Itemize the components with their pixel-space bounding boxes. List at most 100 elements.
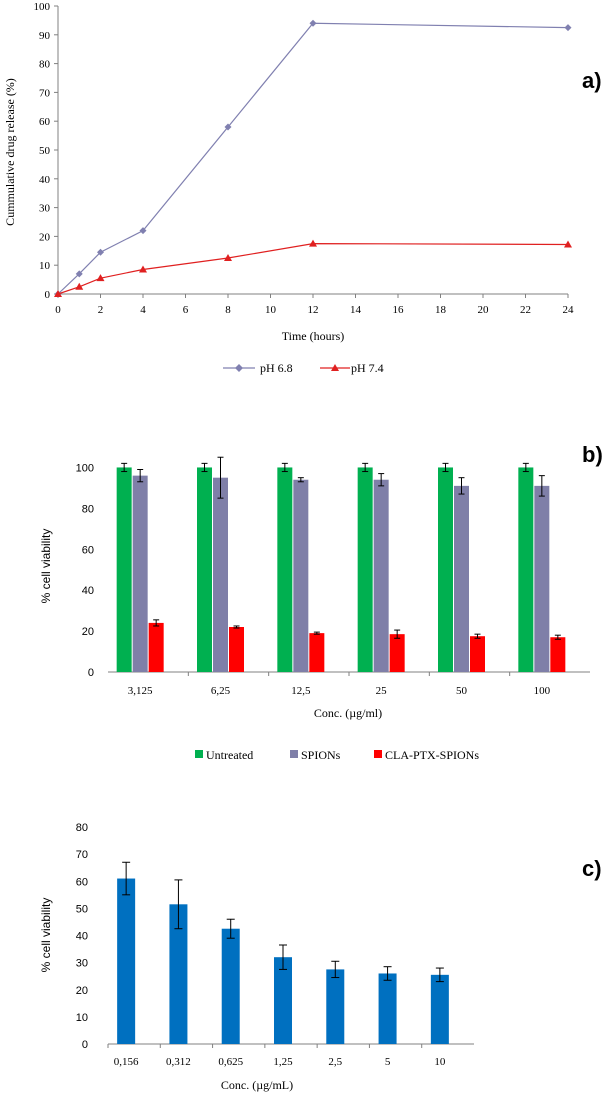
panel-b-x-axis-label: Conc. (µg/ml) [314, 706, 382, 720]
x-tick-label: 6 [183, 304, 189, 316]
panel-label-a: a) [582, 68, 602, 93]
legend-label-ph74: pH 7.4 [351, 361, 384, 375]
y-tick-label: 50 [39, 145, 51, 157]
legend-label-untreated: Untreated [206, 748, 253, 762]
data-point [309, 239, 317, 247]
bar [518, 467, 534, 672]
y-tick-label: 20 [39, 231, 51, 243]
legend-label-spions: SPIONs [301, 748, 341, 762]
bar [221, 928, 240, 1044]
y-tick-label: 10 [76, 1012, 88, 1024]
x-tick-label: 14 [350, 304, 362, 316]
y-tick-label: 0 [88, 667, 94, 679]
data-point [564, 240, 572, 248]
x-tick-label: 4 [140, 304, 146, 316]
y-tick-label: 20 [82, 626, 94, 638]
x-tick-label: 16 [393, 304, 405, 316]
x-tick-label: 25 [376, 685, 388, 697]
legend-marker-ph68 [235, 364, 243, 372]
y-tick-label: 10 [39, 260, 51, 272]
data-point [309, 19, 317, 27]
panel-b-y-axis-label: % cell viability [39, 529, 53, 604]
legend-label-cla-ptx-spions: CLA-PTX-SPIONs [385, 748, 479, 762]
y-tick-label: 90 [39, 30, 51, 42]
panel-a-x-axis-label: Time (hours) [282, 329, 345, 343]
legend-swatch-untreated [195, 750, 203, 758]
data-point [75, 270, 83, 278]
panel-c-bar-chart: c) 0 10 20 30 40 50 60 70 80 0,156 0,312 0,625 1,25… [39, 822, 602, 1092]
bar [438, 467, 453, 672]
legend-item-cla-ptx-spions: CLA-PTX-SPIONs [374, 748, 479, 762]
bar [169, 904, 188, 1044]
x-tick-label: 10 [265, 304, 277, 316]
bar [213, 477, 228, 672]
bar [277, 467, 293, 672]
y-tick-label: 20 [76, 985, 88, 997]
x-tick-label: 12,5 [291, 685, 311, 697]
legend-swatch-spions [290, 750, 298, 758]
y-tick-label: 60 [39, 116, 51, 128]
bar [117, 878, 136, 1044]
y-tick-label: 50 [76, 903, 88, 915]
bar [148, 622, 164, 672]
y-tick-label: 30 [39, 203, 51, 215]
x-tick-label: 2,5 [328, 1056, 342, 1068]
y-tick-label: 60 [82, 544, 94, 556]
data-point [224, 123, 232, 131]
y-tick-label: 100 [34, 1, 51, 13]
panel-c-y-ticks: 0 10 20 30 40 50 60 70 80 [76, 822, 88, 1051]
bar [293, 479, 309, 672]
panel-a-axes [57, 6, 568, 295]
panel-c-y-axis-label: % cell viability [39, 898, 53, 973]
bar [454, 485, 469, 672]
x-tick-label: 2 [98, 304, 104, 316]
x-tick-label: 0 [55, 304, 61, 316]
data-point [97, 248, 104, 256]
x-tick-label: 6,25 [211, 685, 231, 697]
bar [378, 973, 397, 1044]
x-tick-label: 20 [478, 304, 490, 316]
x-tick-label: 100 [534, 685, 551, 697]
x-tick-label: 24 [563, 304, 575, 316]
bar [389, 634, 405, 672]
data-point [224, 254, 232, 261]
y-tick-label: 60 [76, 876, 88, 888]
panel-a-series [54, 19, 572, 298]
panel-label-c: c) [582, 856, 602, 881]
panel-a-y-ticks: 0 10 20 30 40 50 60 70 80 90 100 [34, 1, 58, 301]
panel-b-x-ticks: 3,125 6,25 12,5 25 50 100 [128, 672, 551, 697]
bar [373, 479, 389, 672]
panel-b-y-ticks: 0 20 40 60 80 100 [76, 462, 94, 679]
bar [274, 957, 292, 1044]
panel-a-y-axis-label: Cummulative drug release (%) [3, 78, 17, 226]
x-tick-label: 12 [308, 304, 319, 316]
y-tick-label: 0 [82, 1039, 88, 1051]
x-tick-label: 8 [225, 304, 231, 316]
bar [550, 637, 566, 672]
bar [470, 636, 485, 672]
bar [229, 627, 244, 672]
series-line [57, 22, 569, 295]
panel-label-b: b) [582, 442, 603, 467]
x-tick-label: 0,156 [114, 1056, 139, 1068]
x-tick-label: 18 [435, 304, 447, 316]
panel-c-x-axis-label: Conc. (µg/mL) [221, 1078, 293, 1092]
x-tick-label: 5 [385, 1056, 391, 1068]
y-tick-label: 30 [76, 958, 88, 970]
bar [534, 485, 550, 672]
y-tick-label: 40 [76, 931, 88, 943]
data-point [564, 24, 572, 32]
legend-item-untreated: Untreated [195, 748, 253, 762]
bar [116, 467, 132, 672]
y-tick-label: 100 [76, 462, 94, 474]
x-tick-label: 3,125 [128, 685, 153, 697]
x-tick-label: 10 [434, 1056, 446, 1068]
data-point [96, 274, 105, 282]
legend-item-ph68: pH 6.8 [223, 361, 293, 375]
y-tick-label: 70 [39, 87, 51, 99]
y-tick-label: 70 [76, 849, 88, 861]
y-tick-label: 0 [45, 289, 51, 301]
y-tick-label: 80 [82, 503, 94, 515]
